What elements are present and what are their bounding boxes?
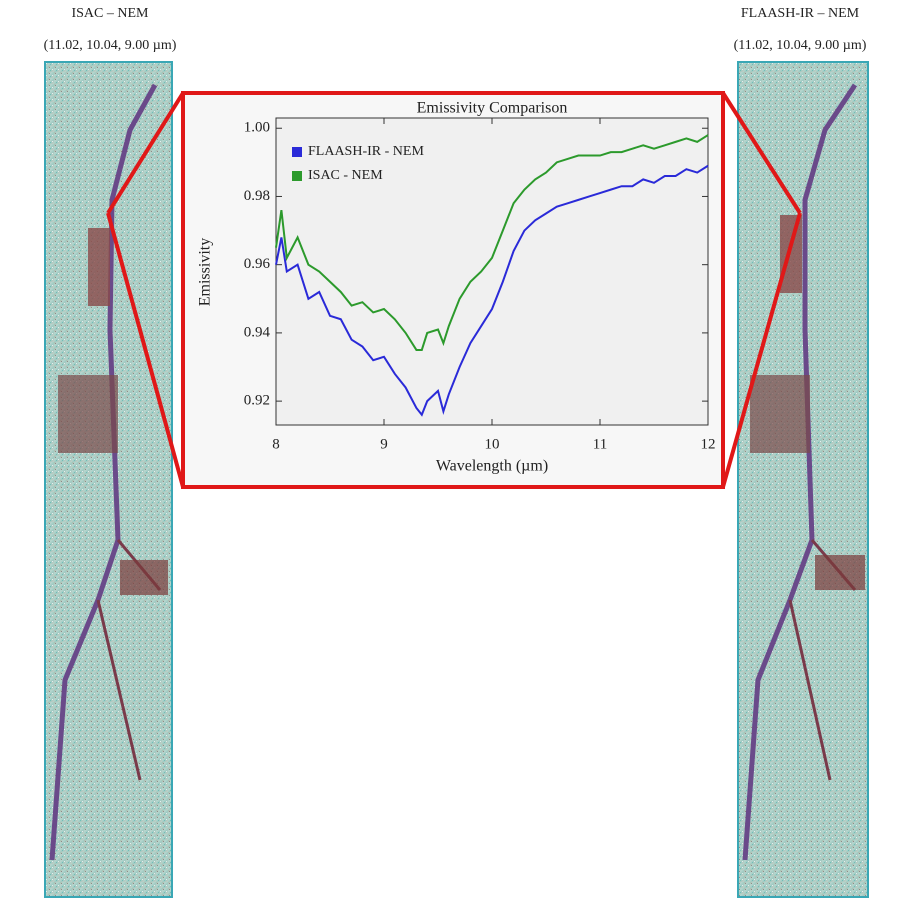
chart-title: Emissivity Comparison — [417, 100, 568, 117]
legend-label: ISAC - NEM — [308, 168, 383, 183]
image-subtitle: (11.02, 10.04, 9.00 µm) — [44, 38, 177, 53]
image-strip — [737, 61, 869, 898]
y-tick-label: 0.98 — [244, 188, 270, 204]
y-tick-label: 0.94 — [244, 324, 271, 340]
legend-swatch — [292, 147, 302, 157]
x-tick-label: 9 — [380, 436, 388, 452]
y-tick-label: 0.96 — [244, 256, 271, 272]
x-tick-label: 10 — [485, 436, 500, 452]
plot-area — [275, 117, 709, 426]
image-title: FLAASH-IR – NEM — [741, 6, 860, 21]
x-tick-label: 12 — [701, 436, 716, 452]
legend-swatch — [292, 171, 302, 181]
y-axis-label: Emissivity — [197, 238, 214, 306]
image-strip — [44, 61, 173, 898]
x-tick-label: 8 — [272, 436, 280, 452]
data-line — [275, 134, 709, 351]
legend-label: FLAASH-IR - NEM — [308, 144, 424, 159]
data-line — [275, 164, 709, 417]
image-title: ISAC – NEM — [71, 6, 149, 21]
image-subtitle: (11.02, 10.04, 9.00 µm) — [734, 38, 867, 53]
y-tick-label: 1.00 — [244, 120, 270, 136]
x-axis-label: Wavelength (µm) — [436, 458, 548, 475]
y-tick-label: 0.92 — [244, 393, 270, 409]
x-tick-label: 11 — [593, 436, 607, 452]
